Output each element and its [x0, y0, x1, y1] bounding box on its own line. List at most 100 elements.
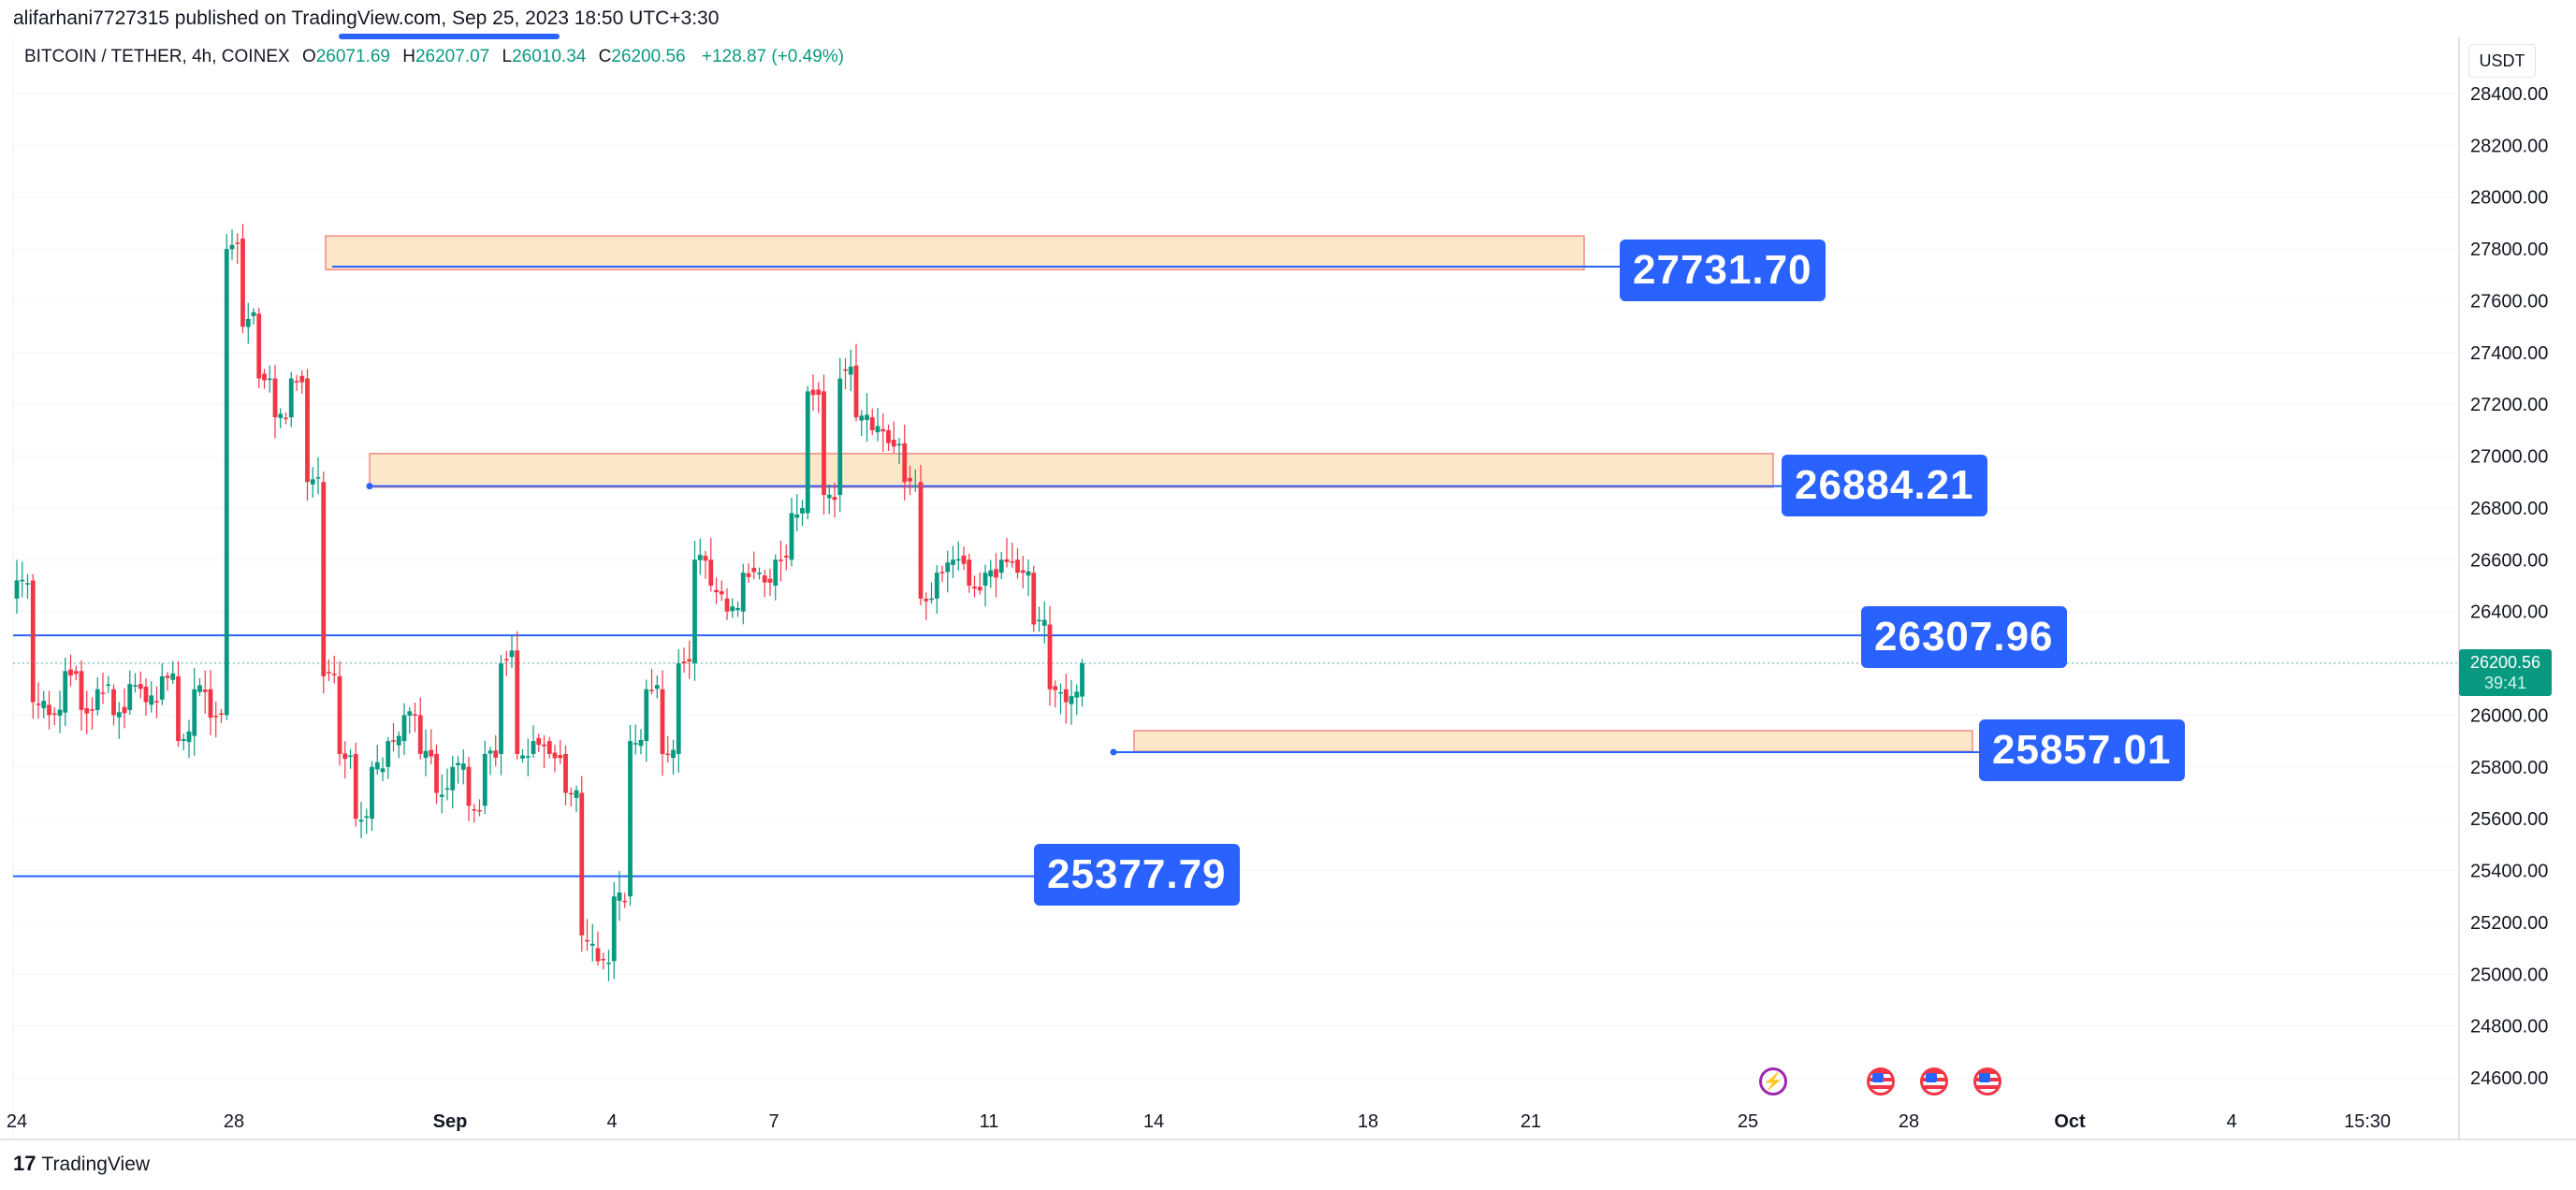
brand-name: TradingView — [41, 1154, 151, 1175]
candle-body — [374, 762, 380, 770]
candle-body — [546, 741, 552, 754]
flash-event-icon[interactable]: ⚡ — [1759, 1067, 1787, 1096]
candle-body — [1069, 696, 1074, 704]
candle-body — [939, 572, 945, 573]
candle-body — [106, 684, 111, 687]
level-tag-27731[interactable]: 27731.70 — [1620, 239, 1826, 301]
candle-body — [181, 739, 186, 741]
candle-body — [654, 685, 660, 689]
candle-body — [1080, 662, 1084, 697]
candle-body — [192, 689, 197, 736]
x-tick-label: 7 — [768, 1111, 779, 1132]
x-tick-label: Sep — [433, 1111, 468, 1132]
candle-body — [649, 689, 654, 691]
candle-body — [413, 714, 417, 716]
candle-body — [601, 959, 606, 961]
candle-body — [364, 816, 370, 819]
candle-body — [708, 559, 714, 586]
candle-body — [47, 704, 51, 716]
y-tick-label: 27800.00 — [2470, 239, 2548, 260]
low-label: L — [502, 47, 513, 66]
candle-body — [891, 440, 896, 447]
candle-body — [697, 555, 703, 560]
candle-body — [988, 570, 994, 577]
candle-body — [165, 675, 170, 678]
candle-body — [143, 686, 149, 703]
level-tag-26884[interactable]: 26884.21 — [1782, 455, 1987, 516]
x-tick-label: 24 — [7, 1111, 27, 1132]
candle-body — [929, 598, 934, 601]
candle-body — [138, 684, 143, 689]
candle-body — [880, 428, 886, 432]
candle-body — [348, 755, 353, 758]
candle-body — [773, 559, 779, 586]
candle-body — [321, 482, 327, 676]
candle-body — [681, 661, 687, 664]
y-tick-label: 27200.00 — [2470, 395, 2548, 415]
candle-body — [902, 443, 908, 483]
close-value: 26200.56 — [611, 47, 686, 66]
supply-demand-zone — [369, 453, 1774, 488]
symbol-name[interactable]: BITCOIN / TETHER, 4h, COINEX — [24, 47, 290, 66]
y-tick-label: 26800.00 — [2470, 499, 2548, 519]
candle-body — [331, 674, 337, 675]
candle-body — [41, 701, 47, 709]
x-tick-label: 25 — [1738, 1111, 1758, 1132]
candle-body — [488, 750, 493, 754]
symbol-legend[interactable]: BITCOIN / TETHER, 4h, COINEX O26071.69 H… — [24, 47, 844, 67]
candle-body — [1041, 619, 1047, 626]
candle-body — [579, 792, 585, 936]
candle-body — [961, 555, 967, 564]
us-flag-event-icon[interactable] — [1973, 1067, 2001, 1096]
candle-body — [213, 716, 219, 718]
candle-body — [531, 741, 536, 754]
candle-body — [982, 573, 988, 586]
candle-body — [509, 650, 515, 658]
x-tick-label: 11 — [980, 1111, 999, 1132]
candle-body — [439, 794, 444, 797]
candle-body — [407, 711, 413, 716]
y-tick-label: 25200.00 — [2470, 913, 2548, 934]
candle-body — [262, 373, 267, 381]
y-tick-label: 25400.00 — [2470, 862, 2548, 882]
us-flag-event-icon[interactable] — [1920, 1067, 1948, 1096]
candle-body — [886, 429, 891, 443]
candle-body — [622, 900, 628, 903]
candle-body — [816, 389, 822, 396]
candle-body — [310, 479, 315, 485]
candle-body — [542, 744, 546, 747]
candle-body — [671, 749, 676, 759]
candle-body — [832, 497, 837, 501]
candle-body — [251, 312, 256, 316]
level-tag-25857[interactable]: 25857.01 — [1979, 719, 2185, 781]
candle-body — [401, 715, 407, 742]
level-tag-26307[interactable]: 26307.96 — [1861, 606, 2067, 668]
candle-body — [912, 485, 918, 487]
x-tick-label: 21 — [1521, 1111, 1541, 1132]
candle-body — [1047, 624, 1053, 689]
level-tag-25377[interactable]: 25377.79 — [1034, 844, 1240, 906]
candle-body — [805, 391, 810, 514]
candle-body — [299, 375, 305, 383]
us-flag-event-icon[interactable] — [1867, 1067, 1895, 1096]
candle-body — [800, 508, 805, 514]
candle-body — [68, 669, 73, 676]
close-label: C — [598, 47, 612, 66]
x-tick-label: 14 — [1143, 1111, 1164, 1132]
bar-countdown: 39:41 — [2483, 674, 2527, 692]
candle-body — [197, 685, 202, 692]
candle-body — [79, 671, 84, 710]
candle-body — [665, 753, 671, 756]
x-tick-label: Oct — [2054, 1111, 2086, 1132]
candle-body — [789, 513, 794, 560]
y-tick-label: 24800.00 — [2470, 1017, 2548, 1038]
x-tick-label: 18 — [1358, 1111, 1378, 1132]
change-value: +128.87 (+0.49%) — [701, 47, 845, 66]
candle-body — [503, 659, 509, 661]
candle-body — [219, 713, 224, 715]
candle-body — [520, 755, 525, 759]
currency-button[interactable]: USDT — [2468, 44, 2536, 78]
level-anchor-point — [366, 483, 373, 490]
candle-body — [853, 365, 859, 418]
